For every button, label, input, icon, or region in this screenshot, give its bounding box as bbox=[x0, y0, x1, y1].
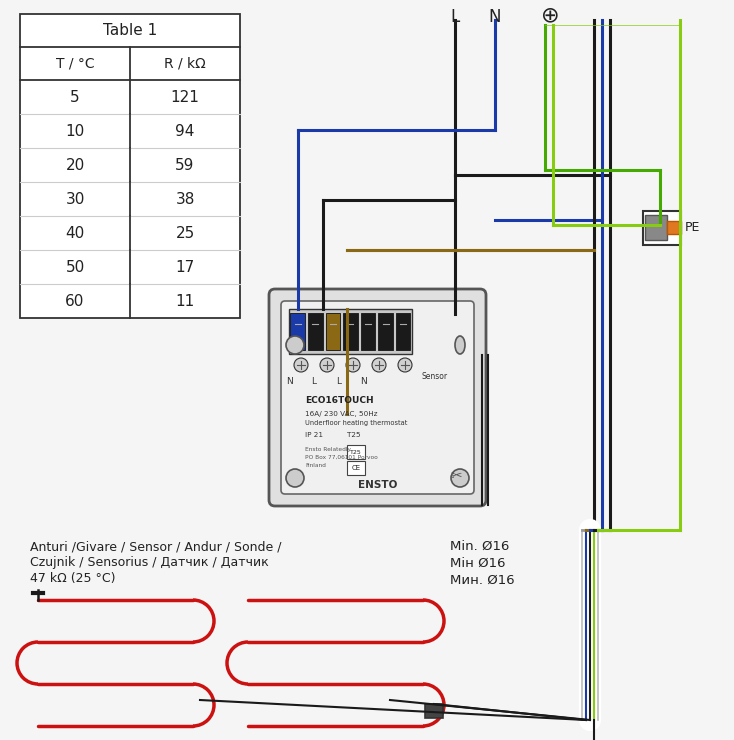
Text: PO Box 77,06101 Porvoo: PO Box 77,06101 Porvoo bbox=[305, 455, 378, 460]
Text: ENSTO: ENSTO bbox=[357, 480, 397, 490]
Text: N: N bbox=[286, 377, 293, 386]
Text: ✂: ✂ bbox=[450, 469, 462, 483]
Circle shape bbox=[346, 358, 360, 372]
Text: 16A/ 230 VAC, 50Hz: 16A/ 230 VAC, 50Hz bbox=[305, 411, 377, 417]
Text: Finland: Finland bbox=[305, 463, 326, 468]
Text: Miн Ø16: Miн Ø16 bbox=[450, 557, 506, 570]
Bar bbox=[20, 14, 240, 318]
Circle shape bbox=[294, 358, 308, 372]
Bar bbox=[326, 313, 341, 350]
Text: 17: 17 bbox=[175, 260, 195, 275]
Text: 20: 20 bbox=[65, 158, 84, 172]
Text: Anturi /Givare / Sensor / Andur / Sonde /: Anturi /Givare / Sensor / Andur / Sonde … bbox=[30, 540, 282, 553]
Text: 60: 60 bbox=[65, 294, 84, 309]
Text: Мин. Ø16: Мин. Ø16 bbox=[450, 574, 515, 587]
Bar bbox=[645, 215, 667, 240]
Text: 121: 121 bbox=[170, 90, 200, 104]
Bar bbox=[291, 313, 305, 350]
Text: 50: 50 bbox=[65, 260, 84, 275]
Bar bbox=[289, 309, 412, 354]
Text: R / kΩ: R / kΩ bbox=[164, 56, 206, 70]
Text: N: N bbox=[489, 8, 501, 26]
Text: IP 21: IP 21 bbox=[305, 432, 323, 438]
Circle shape bbox=[451, 469, 469, 487]
Bar bbox=[667, 221, 681, 234]
Bar bbox=[643, 211, 681, 245]
Text: Czujnik / Sensorius / Датчик / Датчик: Czujnik / Sensorius / Датчик / Датчик bbox=[30, 556, 269, 569]
Bar bbox=[347, 445, 365, 459]
Text: 30: 30 bbox=[65, 192, 84, 206]
Text: T25: T25 bbox=[347, 432, 360, 438]
Text: L: L bbox=[311, 377, 316, 386]
Text: T25: T25 bbox=[350, 449, 362, 454]
Bar bbox=[378, 313, 393, 350]
Bar bbox=[425, 704, 443, 718]
Text: 25: 25 bbox=[175, 226, 195, 240]
Bar bbox=[347, 461, 365, 475]
Text: 38: 38 bbox=[175, 192, 195, 206]
Text: 10: 10 bbox=[65, 124, 84, 138]
Text: 5: 5 bbox=[70, 90, 80, 104]
Text: 11: 11 bbox=[175, 294, 195, 309]
Text: 40: 40 bbox=[65, 226, 84, 240]
Text: ECO16TOUCH: ECO16TOUCH bbox=[305, 396, 374, 405]
Circle shape bbox=[320, 358, 334, 372]
Circle shape bbox=[286, 336, 304, 354]
Circle shape bbox=[372, 358, 386, 372]
Bar bbox=[396, 313, 410, 350]
Text: L: L bbox=[336, 377, 341, 386]
Bar bbox=[344, 313, 357, 350]
Circle shape bbox=[398, 358, 412, 372]
Text: 47 kΩ (25 °C): 47 kΩ (25 °C) bbox=[30, 572, 115, 585]
Text: Underfloor heating thermostat: Underfloor heating thermostat bbox=[305, 420, 407, 426]
FancyBboxPatch shape bbox=[269, 289, 486, 506]
Text: ⊕: ⊕ bbox=[541, 5, 559, 25]
Text: CE: CE bbox=[352, 465, 360, 471]
Bar bbox=[361, 313, 375, 350]
Text: Table 1: Table 1 bbox=[103, 23, 157, 38]
FancyBboxPatch shape bbox=[281, 301, 474, 494]
Text: L: L bbox=[451, 8, 459, 26]
Circle shape bbox=[286, 469, 304, 487]
Text: 94: 94 bbox=[175, 124, 195, 138]
Text: T / °C: T / °C bbox=[56, 56, 94, 70]
Text: N: N bbox=[360, 377, 366, 386]
Text: 59: 59 bbox=[175, 158, 195, 172]
Text: PE: PE bbox=[685, 221, 700, 234]
Text: Sensor: Sensor bbox=[422, 372, 448, 381]
Text: Min. Ø16: Min. Ø16 bbox=[450, 540, 509, 553]
Text: Ensto Relatedly: Ensto Relatedly bbox=[305, 447, 351, 452]
Ellipse shape bbox=[455, 336, 465, 354]
Bar bbox=[308, 313, 323, 350]
